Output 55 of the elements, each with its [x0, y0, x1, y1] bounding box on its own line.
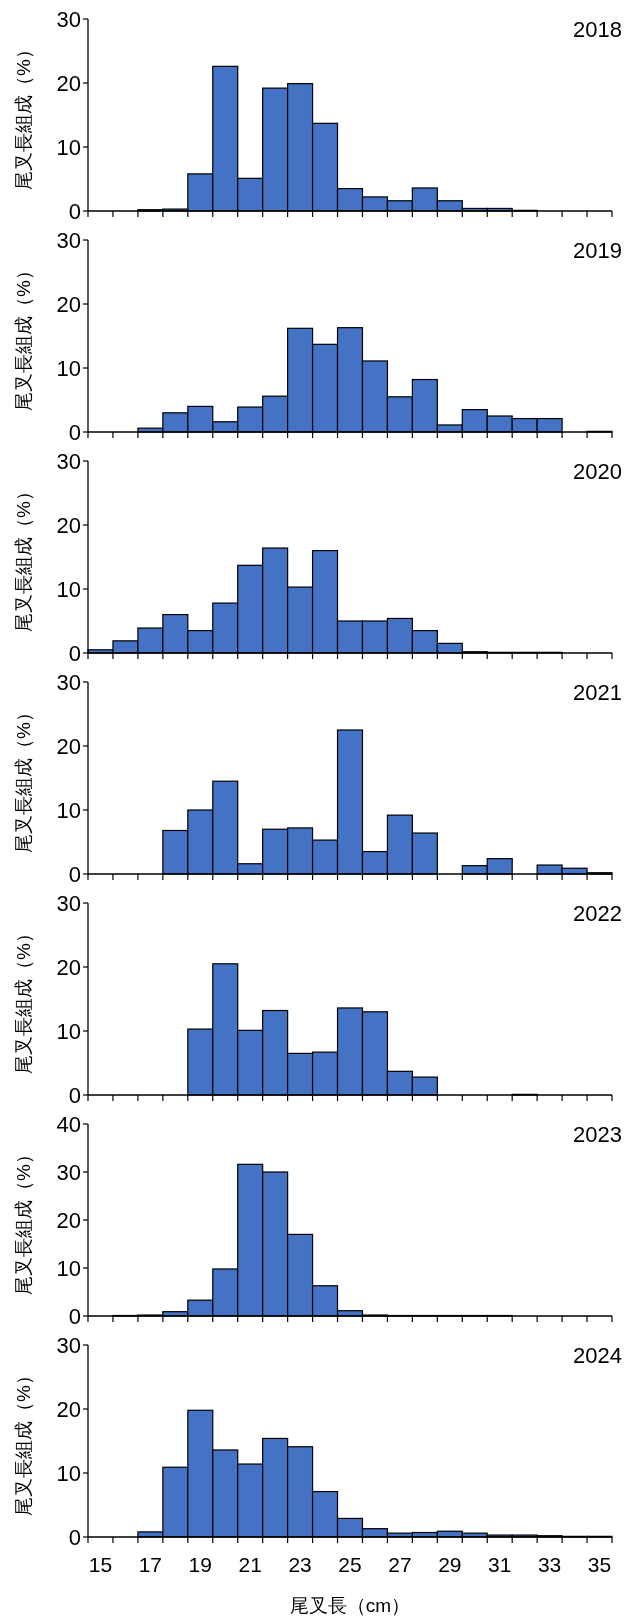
- y-tick-label: 0: [68, 1304, 81, 1329]
- chart-title: 2021: [573, 680, 622, 705]
- y-tick-label: 30: [56, 1160, 81, 1185]
- chart-title: 2022: [573, 901, 622, 926]
- y-tick-label: 20: [56, 1397, 81, 1422]
- y-axis-title: 尾叉長組成（%）: [13, 40, 34, 190]
- y-axis-title: 尾叉長組成（%）: [13, 924, 34, 1074]
- y-tick-label: 0: [68, 420, 81, 445]
- y-tick-label: 20: [56, 955, 81, 980]
- y-tick-label: 10: [56, 798, 81, 823]
- x-tick-label: 31: [488, 1553, 512, 1576]
- x-tick-label: 21: [238, 1553, 262, 1576]
- y-tick-label: 20: [56, 292, 81, 317]
- chart-title: 2018: [573, 17, 622, 42]
- x-tick-label: 25: [338, 1553, 362, 1576]
- y-tick-label: 30: [56, 1333, 81, 1358]
- y-tick-label: 30: [56, 449, 81, 474]
- y-tick-label: 0: [68, 1525, 81, 1550]
- y-tick-label: 30: [56, 7, 81, 32]
- x-tick-label: 17: [138, 1553, 163, 1576]
- y-tick-label: 10: [56, 1256, 81, 1281]
- x-tick-label: 35: [587, 1553, 612, 1576]
- y-axis-title: 尾叉長組成（%）: [13, 482, 34, 632]
- y-axis-title: 尾叉長組成（%）: [13, 1145, 34, 1295]
- chart-title: 2024: [573, 1343, 622, 1368]
- y-tick-label: 30: [56, 670, 81, 695]
- chart-title: 2019: [573, 238, 622, 263]
- x-axis-title: 尾叉長（cm）: [289, 1595, 411, 1616]
- y-tick-label: 20: [56, 71, 81, 96]
- x-tick-label: 27: [388, 1553, 412, 1576]
- x-tick-label: 33: [537, 1553, 562, 1576]
- x-tick-label: 29: [438, 1553, 462, 1576]
- y-tick-label: 10: [56, 1461, 81, 1486]
- y-tick-label: 0: [68, 1083, 81, 1108]
- y-tick-label: 20: [56, 513, 81, 538]
- y-tick-label: 10: [56, 135, 81, 160]
- y-tick-label: 0: [68, 199, 81, 224]
- y-tick-label: 20: [56, 1208, 81, 1233]
- x-tick-label: 19: [188, 1553, 212, 1576]
- y-axis-title: 尾叉長組成（%）: [13, 703, 34, 853]
- y-tick-label: 30: [56, 891, 81, 916]
- chart-title: 2020: [573, 459, 622, 484]
- y-tick-label: 0: [68, 862, 81, 887]
- y-tick-label: 0: [68, 641, 81, 666]
- y-axis-title: 尾叉長組成（%）: [13, 1366, 34, 1516]
- y-tick-label: 40: [56, 1112, 81, 1137]
- y-tick-label: 20: [56, 734, 81, 759]
- y-tick-label: 10: [56, 1019, 81, 1044]
- y-axis-title: 尾叉長組成（%）: [13, 261, 34, 411]
- x-tick-label: 15: [88, 1553, 113, 1576]
- y-tick-label: 30: [56, 228, 81, 253]
- y-tick-label: 10: [56, 577, 81, 602]
- x-tick-label: 23: [288, 1553, 312, 1576]
- chart-title: 2023: [573, 1122, 622, 1147]
- y-tick-label: 10: [56, 356, 81, 381]
